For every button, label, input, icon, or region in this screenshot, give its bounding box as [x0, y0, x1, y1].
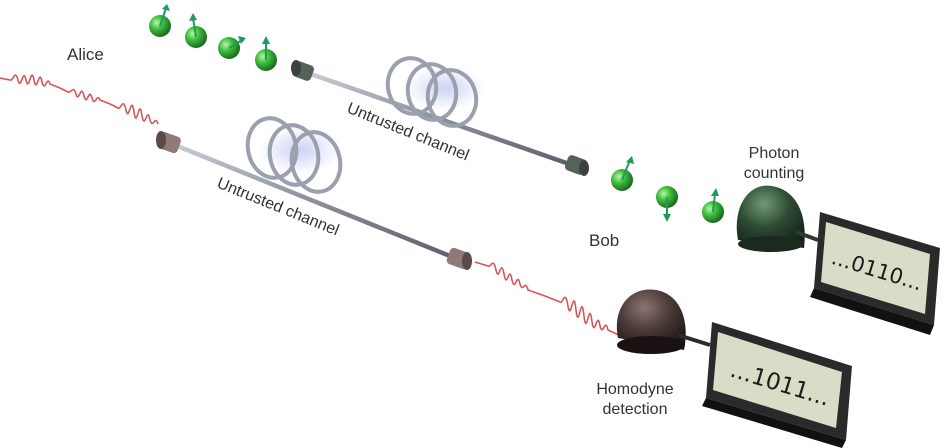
wave-pulse — [59, 87, 111, 105]
fiber-connector — [156, 131, 181, 154]
bob-photons — [611, 156, 724, 223]
spin-photon — [656, 186, 678, 222]
fiber-connector — [564, 155, 589, 176]
top-channel — [291, 56, 589, 176]
homodyne-detection-label-line2: detection — [603, 401, 668, 418]
homodyne-detection-label-line1: Homodyne — [596, 381, 673, 398]
wave-pulse — [0, 74, 61, 89]
spin-photon — [185, 13, 207, 48]
alice-label: Alice — [67, 45, 104, 64]
homodyne-display: ...1011... — [702, 322, 852, 448]
photon-detector — [736, 185, 819, 252]
bottom-channel — [156, 116, 472, 270]
alice-photons — [149, 4, 277, 71]
photon-counting-label-line2: counting — [744, 165, 805, 182]
bob-label: Bob — [589, 231, 619, 250]
spin-photon — [218, 36, 246, 59]
spin-photon — [611, 156, 634, 191]
alice-pulses — [0, 74, 159, 125]
wave-pulse — [109, 102, 159, 125]
homodyne-detector — [616, 289, 711, 354]
spin-photon — [255, 36, 277, 71]
spin-photon — [149, 4, 171, 37]
spin-photon — [702, 188, 724, 223]
fiber-connector — [291, 60, 315, 81]
bob-pulses — [474, 261, 626, 339]
photon-display: ...0110... — [810, 212, 940, 335]
wave-pulse — [544, 295, 626, 339]
photon-counting-label-line1: Photon — [749, 145, 800, 162]
wave-pulse — [474, 261, 546, 297]
fiber-connector — [446, 247, 472, 270]
